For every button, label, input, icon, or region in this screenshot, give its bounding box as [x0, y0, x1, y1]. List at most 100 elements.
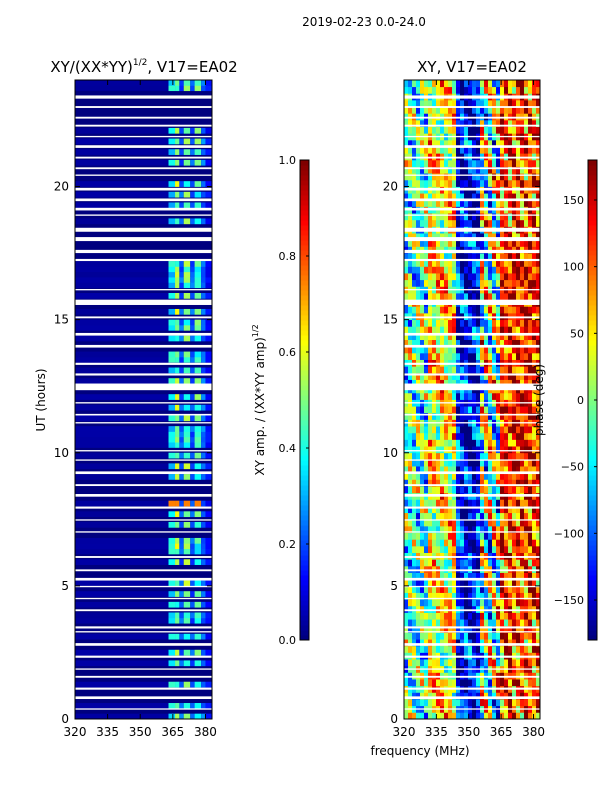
phase-cell	[488, 412, 493, 420]
phase-cell	[456, 559, 461, 567]
phase-cell	[444, 479, 449, 487]
phase-cell	[432, 632, 437, 640]
phase-cell	[408, 579, 413, 587]
phase-cell	[468, 173, 473, 181]
phase-cell	[496, 525, 501, 534]
phase-cell	[488, 139, 493, 147]
phase-cell	[428, 559, 433, 567]
phase-cell	[468, 80, 473, 88]
phase-cell	[464, 532, 469, 540]
amplitude-cell	[168, 378, 176, 384]
phase-cell	[424, 625, 429, 633]
phase-cell	[512, 599, 517, 607]
phase-cell	[532, 146, 537, 154]
phase-cell	[492, 699, 497, 707]
colorbar-swatch	[300, 615, 309, 621]
phase-cell	[476, 86, 481, 94]
phase-cell	[416, 339, 421, 347]
phase-cell	[444, 326, 449, 334]
amplitude-cell	[175, 149, 180, 155]
phase-cell	[460, 173, 465, 181]
phase-cell	[428, 406, 433, 414]
phase-cell	[428, 599, 433, 607]
phase-cell	[440, 585, 445, 593]
phase-cell	[436, 499, 441, 507]
phase-cell	[492, 532, 497, 540]
phase-cell	[528, 506, 533, 514]
phase-cell	[440, 532, 445, 540]
flagged-gap	[75, 459, 212, 461]
amplitude-cell	[190, 559, 195, 565]
phase-cell	[440, 173, 445, 181]
colorbar-swatch	[588, 445, 597, 451]
phase-cell	[512, 193, 517, 201]
phase-cell	[524, 612, 529, 620]
phase-cell	[476, 499, 481, 507]
colorbar-swatch	[588, 460, 597, 466]
phase-cell	[428, 319, 433, 327]
phase-cell	[468, 452, 473, 460]
phase-cell	[528, 166, 533, 174]
amplitude-cell	[75, 633, 169, 640]
phase-cell	[408, 219, 413, 227]
amplitude-cell	[168, 415, 176, 422]
phase-cell	[464, 126, 469, 134]
phase-cell	[508, 139, 513, 147]
phase-cell	[416, 699, 421, 707]
phase-cell	[484, 332, 489, 340]
phase-cell	[484, 273, 489, 281]
phase-cell	[416, 459, 421, 467]
colorbar-swatch	[588, 170, 597, 176]
phase-cell	[508, 166, 513, 174]
amplitude-cell	[179, 324, 184, 331]
phase-cell	[424, 699, 429, 707]
amplitude-cell	[168, 85, 176, 92]
phase-cell	[528, 239, 533, 247]
phase-cell	[532, 366, 537, 374]
phase-cell	[480, 426, 485, 434]
phase-cell	[424, 193, 429, 201]
phase-cell	[524, 193, 529, 201]
phase-cell	[436, 525, 441, 534]
phase-cell	[500, 253, 505, 261]
phase-cell	[500, 119, 505, 127]
phase-cell	[436, 619, 441, 627]
phase-cell	[472, 472, 477, 480]
amplitude-cell	[205, 335, 212, 342]
phase-cell	[520, 306, 525, 314]
amplitude-cell	[183, 80, 191, 86]
phase-cell	[428, 525, 433, 534]
phase-cell	[432, 545, 437, 553]
phase-cell	[436, 699, 441, 707]
flagged-gap	[404, 383, 540, 391]
phase-cell	[516, 645, 521, 653]
phase-cell	[444, 699, 449, 707]
phase-cell	[440, 166, 445, 174]
phase-cell	[420, 199, 425, 207]
phase-cell	[436, 80, 441, 88]
phase-cell	[408, 632, 413, 640]
phase-cell	[412, 545, 417, 553]
phase-cell	[420, 259, 425, 267]
amplitude-cell	[194, 181, 202, 187]
phase-cell	[460, 452, 465, 460]
phase-cell	[464, 273, 469, 281]
phase-cell	[500, 219, 505, 227]
flagged-gap	[75, 299, 212, 305]
phase-cell	[492, 459, 497, 467]
phase-cell	[420, 332, 425, 340]
phase-cell	[424, 366, 429, 374]
phase-cell	[428, 619, 433, 627]
colorbar-swatch	[300, 170, 309, 176]
phase-cell	[412, 426, 417, 434]
amplitude-cell	[75, 261, 169, 267]
flagged-gap	[404, 577, 540, 581]
colorbar-tick-label: 1.0	[279, 154, 297, 167]
amplitude-cell	[183, 277, 191, 283]
phase-cell	[428, 332, 433, 340]
phase-cell	[516, 559, 521, 567]
phase-cell	[420, 466, 425, 474]
phase-cell	[452, 293, 457, 301]
amplitude-cell	[179, 452, 184, 459]
amplitude-cell	[205, 266, 212, 273]
